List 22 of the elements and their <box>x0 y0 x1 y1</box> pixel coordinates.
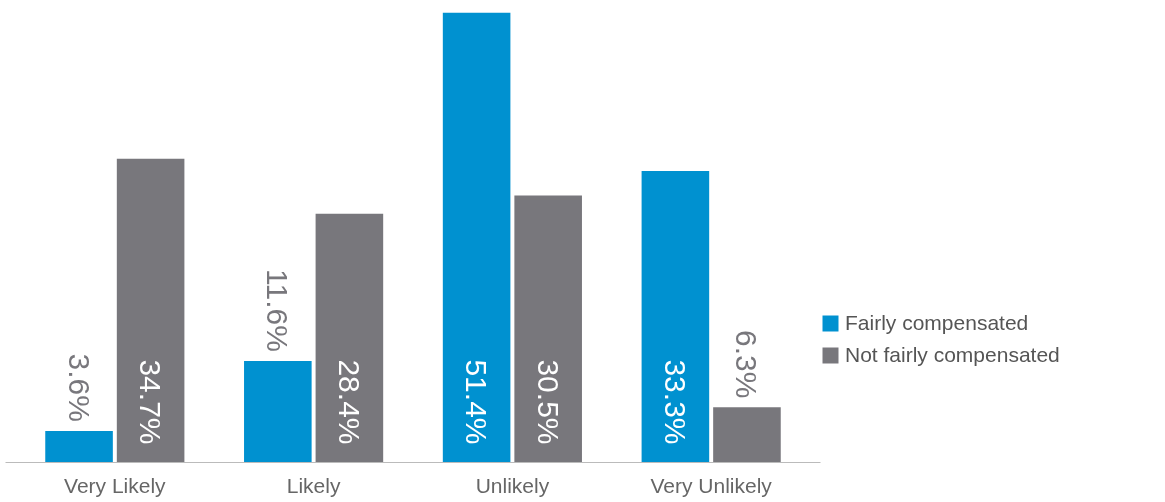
data-label: 28.4% <box>332 359 366 445</box>
x-tick-label: Likely <box>286 473 341 497</box>
bar <box>713 407 781 463</box>
data-label: 34.7% <box>134 359 168 445</box>
bar <box>45 430 113 463</box>
data-label: 11.6% <box>261 269 295 352</box>
bar <box>315 213 384 463</box>
legend-label: Fairly compensated <box>845 311 1029 335</box>
data-label: 3.6% <box>62 353 96 422</box>
bar <box>514 195 582 463</box>
x-tick-label: Unlikely <box>475 473 550 497</box>
bar <box>116 158 185 463</box>
data-label: 30.5% <box>531 359 565 445</box>
x-tick-label: Very Unlikely <box>650 473 773 497</box>
bar <box>244 360 312 463</box>
x-tick-label: Very Likely <box>64 473 167 497</box>
bar <box>641 170 710 463</box>
data-label: 33.3% <box>658 359 692 445</box>
legend-label: Not fairly compensated <box>845 343 1060 367</box>
data-label: 51.4% <box>460 359 494 445</box>
data-label: 6.3% <box>730 329 764 399</box>
bar <box>442 12 511 463</box>
